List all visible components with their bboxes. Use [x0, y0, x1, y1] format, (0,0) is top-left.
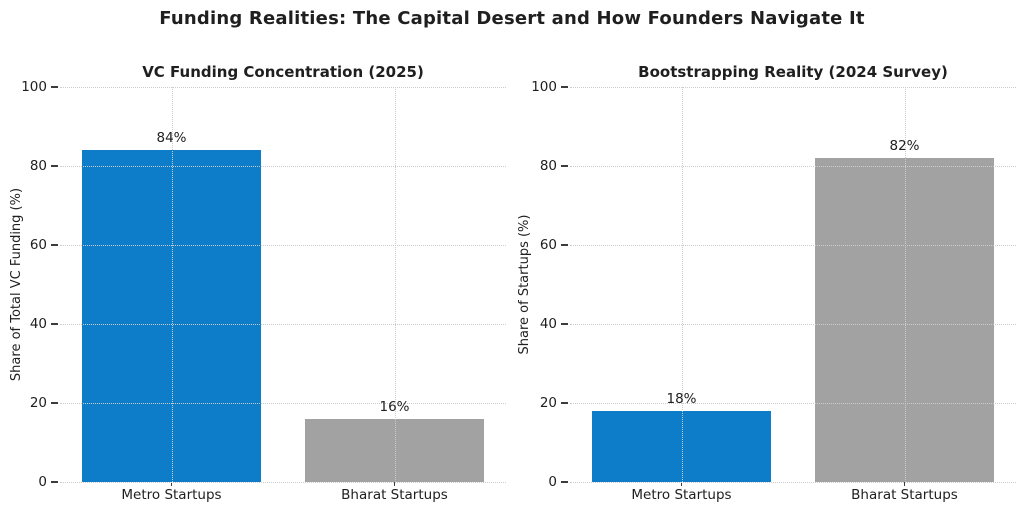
h-gridline [570, 245, 1016, 246]
x-tick-mark [680, 482, 683, 486]
x-tick-label: Metro Startups [121, 487, 222, 503]
h-gridline [570, 403, 1016, 404]
figure-title: Funding Realities: The Capital Desert an… [159, 8, 865, 29]
y-tick-label: 0 [548, 474, 557, 490]
bar-value-label: 82% [889, 138, 920, 155]
h-gridline [570, 482, 1016, 483]
bar-metro-startups [82, 150, 261, 482]
h-gridline [60, 403, 506, 404]
y-tick-label: 40 [29, 316, 47, 332]
left-plot-area: 84% 16% [60, 87, 506, 483]
right-plot-area: 18% 82% [570, 87, 1016, 483]
bar-metro-startups [592, 410, 771, 482]
y-tick-label: 100 [531, 79, 557, 95]
y-tick-label: 80 [539, 158, 557, 174]
y-tick-mark [51, 86, 58, 88]
x-tick-mark [170, 482, 173, 486]
left-chart-title: VC Funding Concentration (2025) [142, 63, 424, 81]
bar-value-label: 84% [156, 130, 187, 147]
h-gridline [570, 87, 1016, 88]
x-tick-label: Metro Startups [631, 487, 732, 503]
right-chart-title: Bootstrapping Reality (2024 Survey) [638, 63, 948, 81]
right-y-axis-label: Share of Startups (%) [517, 214, 532, 355]
y-tick-label: 40 [539, 316, 557, 332]
y-tick-label: 80 [29, 158, 47, 174]
v-gridline [904, 87, 906, 482]
y-tick-mark [51, 402, 58, 404]
y-tick-mark [561, 481, 568, 483]
v-gridline [171, 87, 173, 482]
y-tick-mark [561, 323, 568, 325]
h-gridline [60, 87, 506, 88]
y-tick-mark [561, 402, 568, 404]
y-tick-mark [51, 165, 58, 167]
x-tick-label: Bharat Startups [851, 487, 958, 503]
y-tick-mark [561, 244, 568, 246]
h-gridline [570, 166, 1016, 167]
h-gridline [60, 245, 506, 246]
h-gridline [60, 166, 506, 167]
y-tick-mark [561, 86, 568, 88]
y-tick-mark [51, 244, 58, 246]
v-gridline [681, 87, 683, 482]
bar-value-label: 18% [666, 390, 697, 407]
bar-bharat-startups [305, 418, 484, 482]
x-tick-mark [393, 482, 396, 486]
y-tick-mark [51, 323, 58, 325]
y-tick-label: 20 [29, 395, 47, 411]
h-gridline [60, 482, 506, 483]
h-gridline [60, 324, 506, 325]
bar-bharat-startups [815, 158, 994, 482]
left-y-axis-label: Share of Total VC Funding (%) [9, 187, 24, 382]
h-gridline [570, 324, 1016, 325]
v-gridline [394, 87, 396, 482]
x-tick-label: Bharat Startups [341, 487, 448, 503]
y-tick-label: 100 [21, 79, 47, 95]
x-tick-mark [903, 482, 906, 486]
y-tick-label: 20 [539, 395, 557, 411]
y-tick-label: 60 [29, 237, 47, 253]
y-tick-mark [51, 481, 58, 483]
y-tick-label: 60 [539, 237, 557, 253]
y-tick-mark [561, 165, 568, 167]
y-tick-label: 0 [38, 474, 47, 490]
bar-value-label: 16% [379, 398, 410, 415]
